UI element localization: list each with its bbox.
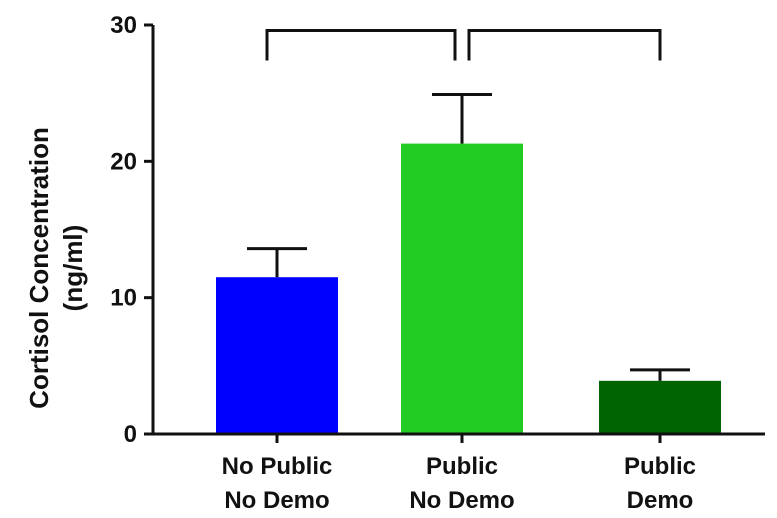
- category-label-0-line2: No Demo: [224, 487, 329, 514]
- x-categories-layer: No Public No Demo Public No Demo Public Demo: [222, 453, 696, 514]
- axes-layer: [145, 25, 765, 443]
- category-label-2-line1: Public: [624, 453, 696, 480]
- category-label-1-line2: No Demo: [409, 487, 514, 514]
- significance-brackets-layer: [265, 28, 662, 61]
- significance-bracket-1: [467, 28, 662, 61]
- category-label-0-line1: No Public: [222, 453, 333, 480]
- category-label-1-line1: Public: [426, 453, 498, 480]
- y-axis-title: Cortisol Concentration (ng/ml): [24, 127, 88, 409]
- y-ticks-layer: 0 10 20 30: [110, 12, 153, 448]
- bar-1: [401, 143, 523, 435]
- bar-2: [599, 380, 721, 434]
- y-axis-title-line1: Cortisol Concentration: [24, 127, 54, 409]
- y-tick-label-1: 10: [110, 285, 137, 312]
- y-axis-title-line2: (ng/ml): [58, 225, 88, 312]
- error-bars-layer: [247, 93, 690, 381]
- significance-bracket-0: [265, 28, 457, 61]
- y-tick-label-3: 30: [110, 12, 137, 39]
- category-label-2-line2: Demo: [627, 487, 694, 514]
- y-tick-label-0: 0: [124, 421, 137, 448]
- bars-layer: [216, 143, 721, 435]
- y-tick-label-2: 20: [110, 148, 137, 175]
- bar-0: [216, 277, 338, 434]
